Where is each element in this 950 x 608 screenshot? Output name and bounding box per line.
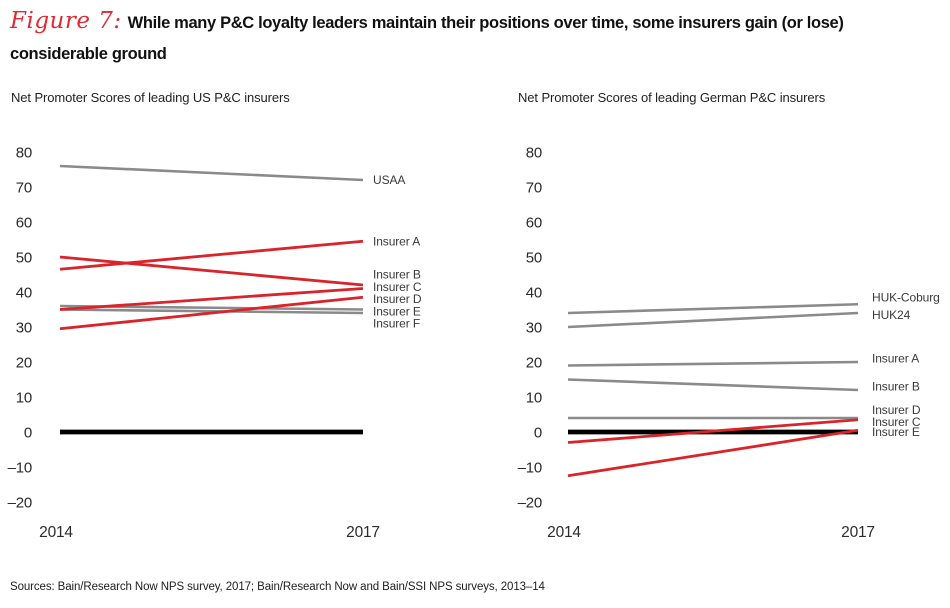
german-chart-title: Net Promoter Scores of leading German P&… bbox=[518, 90, 826, 105]
series-label-insurer-b: Insurer B bbox=[872, 380, 920, 394]
series-label-insurer-b: Insurer B bbox=[373, 268, 421, 282]
y-tick-label-30: 30 bbox=[16, 320, 32, 337]
series-label-insurer-e: Insurer E bbox=[373, 304, 421, 318]
y-tick-label-10: 10 bbox=[16, 390, 32, 407]
figure-title-line1: While many P&C loyalty leaders maintain … bbox=[127, 14, 844, 32]
series-line-insurer-f bbox=[59, 308, 364, 315]
us-chart-plot: 80 70 60 50 40 30 20 10 0 –10 –20 2014 2017 USAA Insur… bbox=[8, 145, 422, 542]
series-label-insurer-a: Insurer A bbox=[872, 352, 919, 366]
y-tick-label-0: 0 bbox=[534, 425, 542, 442]
series-line-insurer-b bbox=[59, 255, 364, 287]
series-label-insurer-c: Insurer C bbox=[872, 415, 921, 429]
series-line-insurer-b bbox=[567, 378, 859, 392]
series-label-huk-coburg: HUK-Coburg bbox=[872, 290, 940, 304]
us-chart-title: Net Promoter Scores of leading US P&C in… bbox=[11, 90, 290, 105]
series-line-insurer-d bbox=[59, 295, 364, 331]
y-tick-label-80: 80 bbox=[526, 145, 542, 162]
y-tick-label-50: 50 bbox=[526, 250, 542, 267]
series-line-huk24 bbox=[567, 311, 859, 329]
series-line-insurer-e bbox=[567, 428, 859, 478]
series-label-insurer-d: Insurer D bbox=[872, 403, 921, 417]
y-tick-label-0: 0 bbox=[24, 425, 32, 442]
series-label-usaa: USAA bbox=[373, 173, 405, 187]
series-label-insurer-c: Insurer C bbox=[373, 280, 422, 294]
series-line-usaa bbox=[59, 164, 364, 182]
y-tick-label-60: 60 bbox=[526, 215, 542, 232]
y-tick-label-30: 30 bbox=[526, 320, 542, 337]
y-tick-label-20: 20 bbox=[16, 355, 32, 372]
y-tick-label-40: 40 bbox=[526, 285, 542, 302]
y-tick-label-80: 80 bbox=[16, 145, 32, 162]
x-label-2017: 2017 bbox=[841, 524, 875, 541]
y-tick-label--10: –10 bbox=[8, 460, 32, 477]
y-tick-label-50: 50 bbox=[16, 250, 32, 267]
figure-label: Figure 7: bbox=[10, 8, 122, 34]
y-tick-label-40: 40 bbox=[16, 285, 32, 302]
series-label-insurer-e: Insurer E bbox=[872, 425, 920, 439]
series-label-insurer-a: Insurer A bbox=[373, 234, 420, 248]
y-tick-label-20: 20 bbox=[526, 355, 542, 372]
figure-header: Figure 7: While many P&C loyalty leaders … bbox=[10, 6, 946, 70]
series-line-insurer-a bbox=[59, 239, 364, 271]
us-nps-chart: Net Promoter Scores of leading US P&C in… bbox=[0, 88, 475, 566]
y-tick-label--20: –20 bbox=[518, 495, 542, 512]
y-tick-label-10: 10 bbox=[526, 390, 542, 407]
german-chart-plot: 80 70 60 50 40 30 20 10 0 –10 –20 2014 2017 HUK-Cobur… bbox=[518, 145, 940, 542]
x-label-2014: 2014 bbox=[39, 524, 73, 541]
y-tick-label-70: 70 bbox=[16, 180, 32, 197]
y-tick-label-70: 70 bbox=[526, 180, 542, 197]
x-label-2014: 2014 bbox=[547, 524, 581, 541]
series-line-huk-coburg bbox=[567, 302, 859, 315]
series-label-insurer-d: Insurer D bbox=[373, 292, 422, 306]
german-nps-chart: Net Promoter Scores of leading German P&… bbox=[475, 88, 950, 566]
sources-text: Sources: Bain/Research Now NPS survey, 2… bbox=[10, 581, 545, 593]
x-label-2017: 2017 bbox=[346, 524, 380, 541]
y-tick-label--20: –20 bbox=[8, 495, 32, 512]
series-line-insurer-c bbox=[59, 287, 364, 311]
series-label-huk24: HUK24 bbox=[872, 308, 911, 322]
series-label-insurer-f: Insurer F bbox=[373, 317, 420, 331]
y-tick-label-60: 60 bbox=[16, 215, 32, 232]
figure-title-line2: considerable ground bbox=[10, 45, 167, 63]
series-line-insurer-a bbox=[567, 360, 859, 367]
series-line-insurer-c bbox=[567, 418, 859, 444]
y-tick-label--10: –10 bbox=[518, 460, 542, 477]
